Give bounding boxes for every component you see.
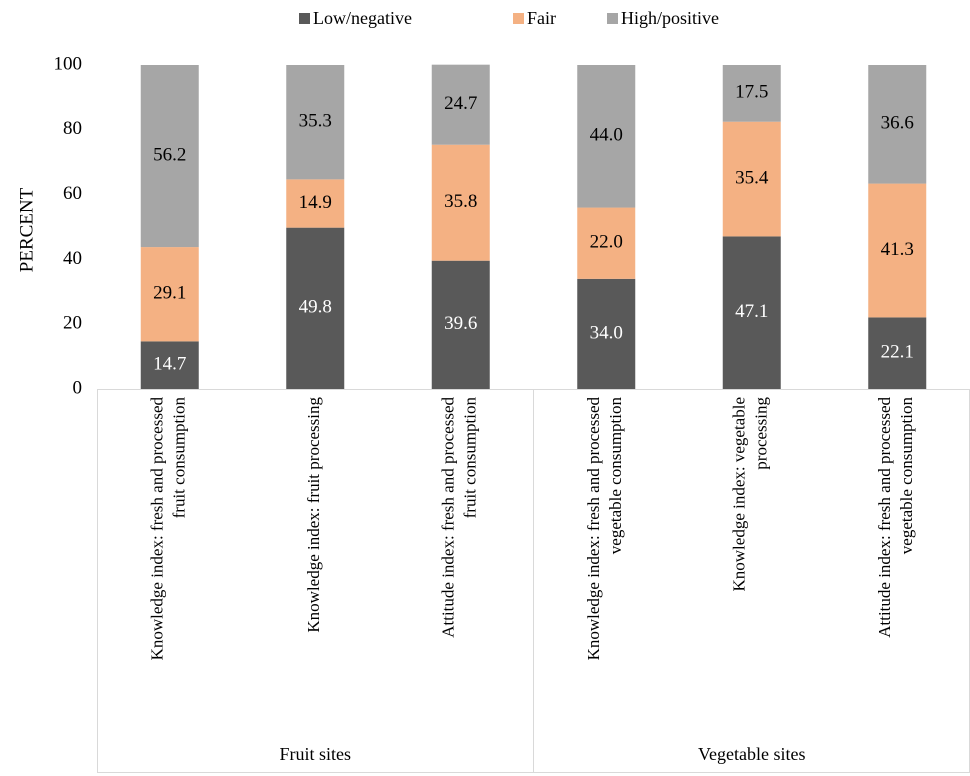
legend-label: Low/negative (313, 8, 412, 28)
data-label: 24.7 (444, 93, 477, 114)
bar-segment (577, 65, 636, 208)
y-axis-title: PERCENT (16, 187, 37, 272)
category-label: fruit consumption (170, 397, 189, 519)
bar-segment (140, 247, 199, 342)
legend: Low/negative Fair High/positive (299, 8, 719, 28)
category-label: Knowledge index: fresh and processed (584, 397, 603, 661)
y-tick-label: 40 (63, 248, 82, 269)
category-label: Attitude index: fresh and processed (875, 397, 894, 638)
legend-swatch (299, 13, 310, 24)
bar-segment (722, 65, 781, 122)
category-label: vegetable consumption (606, 397, 625, 555)
bar-segment (722, 121, 781, 237)
data-label: 36.6 (881, 113, 914, 134)
category-label: Knowledge index: vegetable (730, 397, 749, 592)
category-label: processing (752, 397, 771, 470)
bar-segment (577, 278, 636, 389)
data-label: 17.5 (735, 82, 768, 103)
y-axis-ticks: 0 20 40 60 80 100 (54, 53, 83, 398)
bar-segment (868, 65, 927, 184)
bar-segment (286, 65, 345, 180)
data-label: 22.1 (881, 342, 914, 363)
data-label: 14.7 (153, 354, 186, 375)
y-tick-label: 20 (63, 313, 82, 334)
bar-segment (140, 65, 199, 248)
bar-segment (286, 179, 345, 228)
bar-segment (577, 207, 636, 279)
bars: 14.7 29.1 56.2 49.8 14.9 35.3 39.6 35.8 24.7 34.0… (140, 64, 927, 389)
bar-segment (431, 260, 490, 389)
data-label: 39.6 (444, 313, 477, 334)
legend-swatch (513, 13, 524, 24)
y-tick-label: 80 (63, 118, 82, 139)
group-label: Vegetable sites (698, 744, 805, 764)
bar-segment (868, 317, 927, 389)
bar-segment (868, 183, 927, 318)
data-label: 34.0 (590, 322, 623, 343)
category-label: Attitude index: fresh and processed (439, 397, 458, 638)
category-label: vegetable consumption (897, 397, 916, 555)
legend-label: Fair (527, 8, 556, 28)
bar-segment (286, 227, 345, 389)
bar-segment (431, 64, 490, 145)
category-labels: Knowledge index: fresh and processed frui… (148, 397, 917, 661)
data-label: 44.0 (590, 125, 623, 146)
data-label: 49.8 (299, 297, 332, 318)
data-label: 35.8 (444, 191, 477, 212)
category-axis (97, 389, 970, 773)
data-label: 22.0 (590, 232, 623, 253)
data-label: 29.1 (153, 283, 186, 304)
data-label: 35.4 (735, 167, 769, 188)
category-label: Knowledge index: fresh and processed (148, 397, 167, 661)
y-tick-label: 60 (63, 183, 82, 204)
legend-label: High/positive (621, 8, 719, 28)
data-label: 35.3 (299, 111, 332, 132)
category-label: Knowledge index: fruit processing (304, 397, 323, 633)
group-labels: Fruit sites Vegetable sites (279, 744, 805, 764)
category-label: fruit consumption (461, 397, 480, 519)
bar-segment (431, 144, 490, 261)
y-tick-label: 0 (73, 377, 83, 398)
data-label: 41.3 (881, 239, 914, 260)
group-label: Fruit sites (279, 744, 351, 764)
bar-segment (722, 236, 781, 389)
legend-swatch (607, 13, 618, 24)
bar-segment (140, 341, 199, 389)
y-tick-label: 100 (54, 53, 83, 74)
data-label: 47.1 (735, 301, 768, 322)
data-label: 14.9 (299, 192, 332, 213)
data-label: 56.2 (153, 144, 186, 165)
